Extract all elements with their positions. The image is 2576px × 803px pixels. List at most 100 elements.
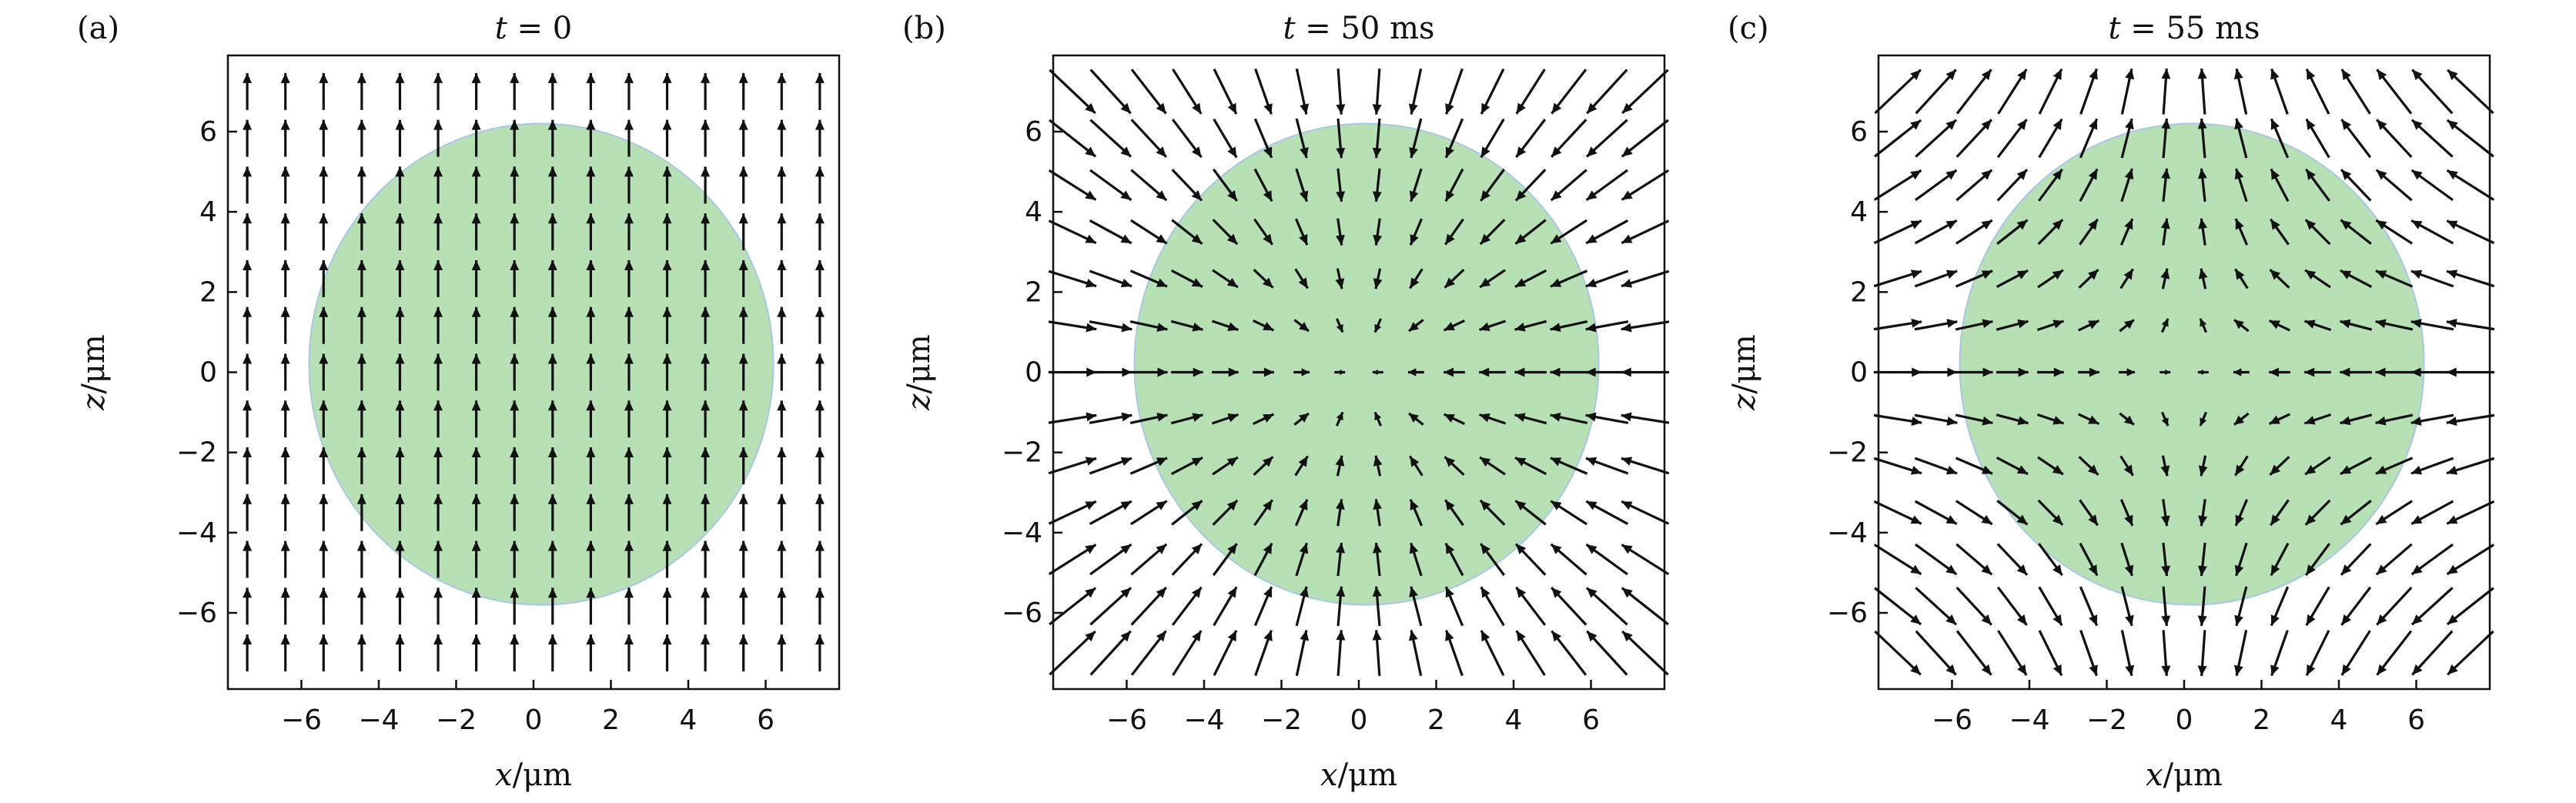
field-arrow [2305, 586, 2330, 627]
field-arrow [777, 400, 787, 438]
field-arrow [1955, 500, 1993, 526]
field-arrow [356, 400, 366, 438]
field-arrow [777, 213, 787, 251]
field-arrow [1253, 118, 1273, 159]
field-arrow [319, 447, 329, 485]
x-tick-label: −2 [436, 704, 477, 736]
field-arrow [2160, 218, 2170, 246]
field-arrow [738, 119, 748, 157]
field-arrow [1873, 544, 1922, 576]
field-arrow [471, 119, 481, 157]
field-arrow [1585, 169, 1628, 202]
field-arrow [777, 587, 787, 625]
field-arrow [1915, 630, 1957, 676]
field-arrow [624, 353, 634, 391]
field-arrow [1295, 586, 1309, 627]
y-tick-label: −4 [1002, 517, 1042, 549]
field-arrow [1514, 457, 1547, 476]
panel-title: t = 0 [495, 11, 572, 46]
field-arrow [243, 494, 253, 531]
field-arrow [1409, 268, 1423, 289]
field-arrow [280, 213, 290, 251]
field-arrow [2269, 367, 2290, 377]
field-arrow [2233, 68, 2248, 115]
field-arrow [2269, 499, 2290, 527]
field-arrow [319, 119, 329, 157]
field-arrow [510, 259, 520, 297]
field-arrow [2270, 168, 2290, 202]
field-arrow [2038, 118, 2063, 159]
field-arrow [1873, 413, 1922, 427]
panel-letter: (c) [1728, 11, 1769, 46]
field-arrow [2120, 68, 2135, 115]
field-arrow [1130, 119, 1168, 159]
field-arrow [2199, 411, 2208, 427]
field-arrow [2119, 218, 2134, 246]
field-arrow [586, 540, 596, 578]
field-arrow [1407, 368, 1424, 376]
field-arrow [510, 213, 520, 251]
x-axis-label: x/μm [2146, 758, 2223, 793]
field-arrow [1479, 456, 1506, 476]
field-arrow [2233, 319, 2250, 333]
field-arrow [1295, 68, 1310, 115]
field-arrow [510, 447, 520, 485]
field-arrow [1335, 218, 1345, 246]
field-arrow [1213, 586, 1238, 627]
field-arrow [1550, 457, 1588, 475]
field-arrow [1293, 319, 1310, 333]
field-arrow [356, 540, 366, 578]
field-arrow [2120, 586, 2134, 627]
field-arrow [1915, 69, 1957, 115]
field-arrow [624, 259, 634, 297]
field-arrow [319, 494, 329, 531]
field-arrow [471, 213, 481, 251]
x-tick-label: 4 [680, 704, 698, 736]
field-arrow [2446, 219, 2495, 245]
field-arrow [1295, 542, 1309, 577]
field-arrow [738, 447, 748, 485]
x-tick-label: −2 [2086, 704, 2127, 736]
field-arrow [2120, 630, 2135, 677]
field-arrow [586, 119, 596, 157]
field-arrow [738, 166, 748, 204]
field-arrow [2234, 586, 2248, 627]
field-arrow [1585, 412, 1629, 424]
field-arrow [356, 166, 366, 204]
field-arrow [701, 119, 711, 157]
field-arrow [777, 540, 787, 578]
field-arrow [2340, 630, 2371, 676]
field-arrow [2161, 168, 2171, 202]
field-arrow [2375, 457, 2414, 475]
field-arrow [395, 634, 405, 672]
field-arrow [2376, 630, 2413, 676]
field-arrow [1621, 500, 1670, 525]
field-arrow [2410, 269, 2454, 288]
field-arrow [1170, 457, 1203, 476]
field-arrow [2340, 119, 2372, 159]
field-arrow [1171, 543, 1203, 576]
field-arrow [1480, 586, 1505, 627]
field-arrow [2078, 269, 2099, 289]
field-arrow [1445, 68, 1464, 115]
x-tick-label: 2 [1427, 704, 1445, 736]
field-arrow [586, 306, 596, 344]
field-arrow [471, 353, 481, 391]
field-arrow [2119, 455, 2134, 477]
field-arrow [1129, 457, 1168, 475]
field-arrow [2198, 499, 2208, 527]
field-arrow [510, 494, 520, 531]
field-arrow [2199, 318, 2208, 333]
field-arrow [243, 587, 253, 625]
y-tick-label: −2 [1827, 437, 1868, 469]
field-arrow [1551, 630, 1587, 676]
field-arrow [624, 119, 634, 157]
field-arrow [738, 259, 748, 297]
field-arrow [1621, 269, 1670, 288]
field-arrow [2270, 68, 2289, 115]
field-arrow [1171, 169, 1203, 202]
field-arrow [1213, 68, 1238, 115]
field-arrow [1955, 119, 1993, 159]
field-arrow [1996, 457, 2029, 476]
field-arrow [2340, 500, 2372, 526]
